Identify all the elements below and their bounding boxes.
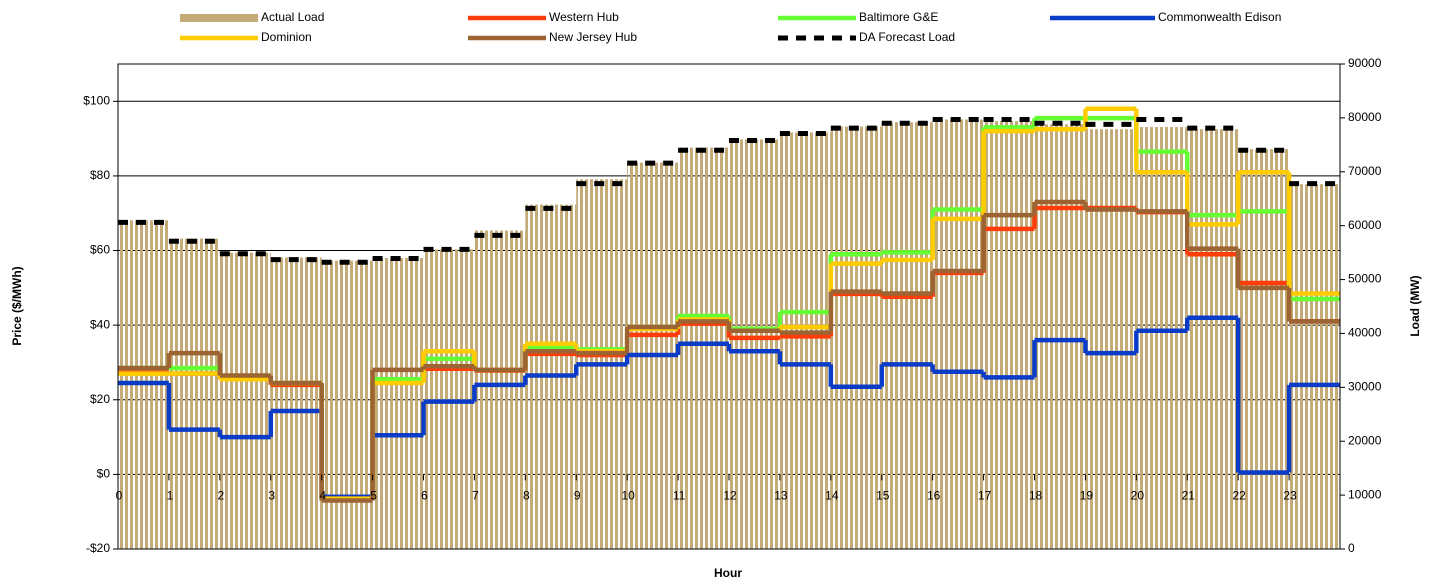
load-bar <box>1136 127 1188 550</box>
x-tick-label: 8 <box>523 489 530 503</box>
x-tick-label: 1 <box>167 489 174 503</box>
load-bar <box>983 121 1035 549</box>
x-tick-label: 13 <box>774 489 788 503</box>
legend-label: DA Forecast Load <box>859 30 955 44</box>
y2-tick-label: 0 <box>1348 541 1355 555</box>
load-bar <box>321 260 373 549</box>
load-bar <box>779 132 831 549</box>
x-tick-label: 11 <box>673 489 686 503</box>
y2-tick-label: 70000 <box>1348 164 1382 178</box>
x-tick-label: 0 <box>116 489 123 503</box>
load-bar <box>1289 184 1340 549</box>
load-bar <box>1187 129 1239 549</box>
y2-tick-label: 90000 <box>1348 56 1382 70</box>
y2-tick-label: 50000 <box>1348 272 1382 286</box>
x-axis-title: Hour <box>714 566 742 580</box>
legend-label: Dominion <box>261 30 312 44</box>
y-tick-label: $20 <box>90 392 110 406</box>
legend-label: Western Hub <box>549 10 619 24</box>
legend-label: New Jersey Hub <box>549 30 637 44</box>
y2-tick-label: 40000 <box>1348 326 1382 340</box>
x-tick-label: 23 <box>1283 489 1297 503</box>
load-bar <box>423 249 475 549</box>
x-tick-label: 21 <box>1182 489 1196 503</box>
y2-tick-label: 30000 <box>1348 380 1382 394</box>
x-tick-label: 2 <box>217 489 224 503</box>
x-tick-label: 16 <box>927 489 941 503</box>
y2-tick-label: 60000 <box>1348 218 1382 232</box>
x-tick-label: 9 <box>574 489 581 503</box>
legend-label: Actual Load <box>261 10 324 24</box>
y-tick-label: $60 <box>90 243 110 257</box>
legend-label: Baltimore G&E <box>859 10 938 24</box>
x-tick-label: 22 <box>1232 489 1246 503</box>
load-bar <box>1085 129 1137 549</box>
x-tick-label: 14 <box>825 489 839 503</box>
load-bar <box>372 258 424 549</box>
x-tick-label: 20 <box>1131 489 1145 503</box>
load-bar <box>932 119 984 549</box>
x-tick-label: 6 <box>421 489 428 503</box>
legend-label: Commonwealth Edison <box>1158 10 1281 24</box>
load-bar <box>830 126 882 549</box>
load-bar <box>678 147 729 549</box>
legend-swatch <box>180 14 258 22</box>
load-bar <box>729 139 780 549</box>
x-tick-label: 10 <box>621 489 635 503</box>
plot-frame <box>117 63 1341 550</box>
y-tick-label: $80 <box>90 168 110 182</box>
load-bar <box>881 122 933 549</box>
x-tick-label: 7 <box>472 489 479 503</box>
load-bar <box>474 230 526 549</box>
y2-tick-label: 10000 <box>1348 487 1382 501</box>
x-tick-label: 12 <box>723 489 737 503</box>
y-tick-label: -$20 <box>86 541 110 555</box>
load-bar <box>270 257 322 549</box>
x-tick-label: 18 <box>1029 489 1043 503</box>
x-tick-label: 5 <box>370 489 377 503</box>
y-tick-label: $40 <box>90 317 110 331</box>
x-tick-label: 19 <box>1080 489 1094 503</box>
load-bar <box>1034 124 1086 549</box>
x-tick-label: 17 <box>978 489 992 503</box>
load-bar <box>219 252 271 549</box>
y-axis-title: Price ($/MWh) <box>10 266 24 345</box>
y-tick-label: $100 <box>83 93 110 107</box>
x-tick-label: 3 <box>268 489 275 503</box>
load-bar <box>168 238 220 549</box>
y2-tick-label: 20000 <box>1348 433 1382 447</box>
y-tick-label: $0 <box>97 467 111 481</box>
x-tick-label: 15 <box>876 489 890 503</box>
y2-axis-title: Load (MW) <box>1408 275 1422 336</box>
x-tick-label: 4 <box>319 489 326 503</box>
y2-tick-label: 80000 <box>1348 110 1382 124</box>
load-bar <box>1238 149 1290 549</box>
